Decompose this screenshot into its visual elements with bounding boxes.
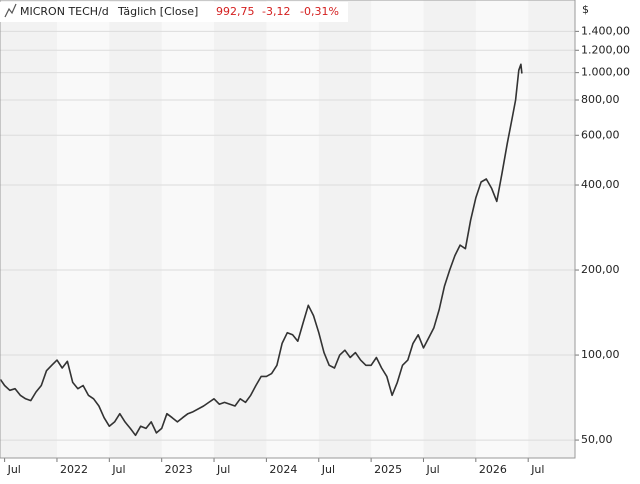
price-line	[0, 63, 523, 437]
x-tick-label: Jul	[425, 463, 439, 476]
x-tick-label: Jul	[111, 463, 125, 476]
y-tick-label: 200,00	[581, 263, 620, 276]
x-tick-label: Jul	[321, 463, 335, 476]
chart-subtitle: Täglich [Close]	[117, 5, 198, 18]
marks	[0, 63, 523, 437]
x-tick-label: 2023	[165, 463, 193, 476]
chart-icon	[4, 3, 17, 18]
y-tick-label: 1.000,00	[581, 66, 630, 79]
y-tick-label: 100,00	[581, 348, 620, 361]
plot-frame	[0, 0, 576, 459]
stripe	[161, 0, 215, 458]
x-tick-label: 2024	[269, 463, 297, 476]
change-pct: -0,31%	[300, 5, 339, 18]
stripe	[475, 0, 529, 458]
x-tick-label: 2026	[479, 463, 507, 476]
grid	[0, 30, 579, 462]
x-tick-label: Jul	[530, 463, 544, 476]
chart-title: MICRON TECH/d	[20, 5, 109, 18]
y-unit: $	[582, 3, 589, 16]
y-tick-label: 1.400,00	[581, 24, 630, 37]
y-tick-label: 600,00	[581, 128, 620, 141]
y-tick-label: 50,00	[581, 433, 613, 446]
change: -3,12	[262, 5, 290, 18]
last-price: 992,75	[216, 5, 255, 18]
x-tick-label: Jul	[7, 463, 21, 476]
y-tick-label: 400,00	[581, 178, 620, 191]
background	[0, 0, 575, 458]
stripe	[266, 0, 319, 458]
y-tick-label: 800,00	[581, 93, 620, 106]
stripe	[56, 0, 110, 458]
header-bg	[0, 2, 348, 22]
x-tick-label: 2025	[374, 463, 402, 476]
stripe	[371, 0, 424, 458]
x-tick-label: Jul	[216, 463, 230, 476]
x-tick-label: 2022	[60, 463, 88, 476]
y-tick-label: 1.200,00	[581, 43, 630, 56]
